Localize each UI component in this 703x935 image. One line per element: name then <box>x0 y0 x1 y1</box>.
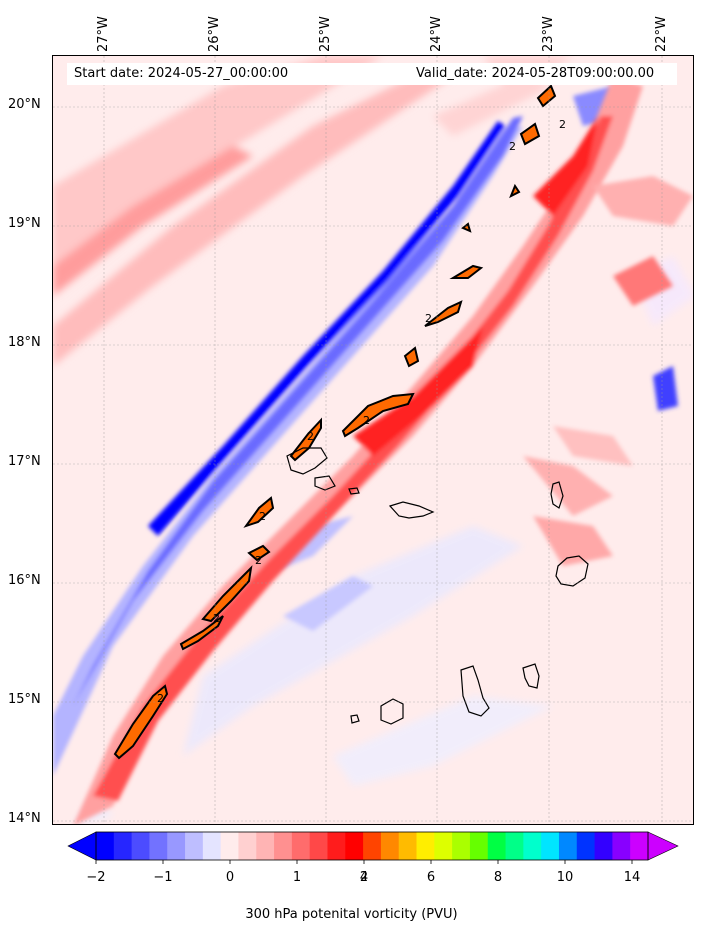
colorbar-segment <box>185 832 204 860</box>
colorbar-label: 300 hPa potenital vorticity (PVU) <box>245 907 458 922</box>
colorbar-segment <box>309 832 328 860</box>
island-boa-vista <box>555 555 589 587</box>
colorbar-tick-label: 4 <box>359 870 369 885</box>
lat-label-17n: 17°N <box>8 454 41 469</box>
contour-label: 2 <box>213 612 220 625</box>
colorbar-segment <box>167 832 186 860</box>
lat-label-18n: 18°N <box>8 335 41 350</box>
colorbar-segment <box>434 832 453 860</box>
colorbar-segment <box>96 832 115 860</box>
colorbar-segment <box>541 832 560 860</box>
colorbar-segment <box>113 832 133 860</box>
contour-label: 2 <box>363 414 370 427</box>
colorbar-segment <box>380 832 400 860</box>
pv-contour-2pvu <box>113 84 557 760</box>
contour-label: 2 <box>255 554 262 567</box>
colorbar-segment <box>345 832 364 860</box>
lat-label-15n: 15°N <box>8 692 41 707</box>
colorbar-segment <box>274 832 293 860</box>
pv-negative-band <box>53 86 678 776</box>
pv-field-map: 2 2 2 2 2 2 2 2 2 <box>53 56 693 824</box>
colorbar-tick-label: 6 <box>426 870 436 885</box>
island-santiago <box>460 665 490 717</box>
colorbar-segment <box>327 832 346 860</box>
colorbar-segment <box>238 832 257 860</box>
start-date-label: Start date: 2024-05-27_00:00:00 <box>74 66 289 81</box>
colorbar-segment <box>149 832 168 860</box>
colorbar-segment <box>291 832 311 860</box>
colorbar-segment <box>131 832 150 860</box>
colorbar-tick-label: −2 <box>86 870 106 885</box>
colorbar-tick-label: 8 <box>493 870 503 885</box>
colorbar-segment <box>398 832 418 860</box>
lon-label-23w: 23°W <box>541 16 556 52</box>
colorbar-outline <box>95 831 649 861</box>
island-fogo <box>380 698 404 725</box>
colorbar-tick-label: −1 <box>153 870 173 885</box>
lat-label-19n: 19°N <box>8 216 41 231</box>
contour-label: 2 <box>425 312 432 325</box>
map-gridlines <box>53 56 693 824</box>
island-sao-vicente <box>314 475 336 491</box>
contour-label: 2 <box>509 140 516 153</box>
island-sao-nicolau <box>388 501 435 519</box>
colorbar-segment <box>558 832 578 860</box>
contour-label: 2 <box>259 510 266 523</box>
lat-label-20n: 20°N <box>8 97 41 112</box>
island-brava <box>350 714 360 724</box>
lat-label-16n: 16°N <box>8 573 41 588</box>
island-sal <box>550 481 564 509</box>
lat-label-14n: 14°N <box>8 811 41 826</box>
colorbar-segment <box>612 832 631 860</box>
colorbar-segment <box>363 832 382 860</box>
contour-label: 2 <box>157 692 164 705</box>
header-band <box>67 63 677 85</box>
colorbar-segment <box>576 832 596 860</box>
colorbar-segment <box>630 832 649 860</box>
colorbar-segment <box>452 832 471 860</box>
colorbar-segment <box>594 832 613 860</box>
colorbar-tick-label: 2 <box>359 870 369 885</box>
contour-labels: 2 2 2 2 2 2 2 2 2 <box>157 118 566 705</box>
colorbar-segment <box>487 832 507 860</box>
colorbar-tick-label: 0 <box>225 870 235 885</box>
lon-label-24w: 24°W <box>429 16 444 52</box>
island-santo-antao <box>286 447 328 475</box>
lon-label-22w: 22°W <box>654 16 669 52</box>
lon-label-26w: 26°W <box>207 16 222 52</box>
map-panel: 2 2 2 2 2 2 2 2 2 <box>52 55 694 825</box>
pv-positive-band <box>73 76 693 824</box>
colorbar-segments <box>96 832 649 860</box>
colorbar-segment <box>416 832 435 860</box>
colorbar-segment <box>523 832 542 860</box>
colorbar-extend-high <box>647 831 679 861</box>
colorbar-segment <box>256 832 275 860</box>
valid-date-label: Valid_date: 2024-05-28T09:00:00.00 <box>416 66 655 81</box>
colorbar-tick-label: 1 <box>292 870 302 885</box>
colorbar-tick-label: 10 <box>556 870 574 885</box>
colorbar-segment <box>220 832 239 860</box>
contour-label: 2 <box>307 430 314 443</box>
colorbar-extend-low <box>67 831 97 861</box>
lon-label-25w: 25°W <box>318 16 333 52</box>
lon-label-27w: 27°W <box>96 16 111 52</box>
contour-label: 2 <box>559 118 566 131</box>
island-maio <box>522 663 540 689</box>
colorbar-segment <box>469 832 489 860</box>
colorbar-ticks <box>95 860 633 864</box>
colorbar-tick-label: 14 <box>623 870 641 885</box>
coastlines <box>286 447 589 725</box>
colorbar-segment <box>202 832 222 860</box>
island-santa-luzia <box>348 487 360 495</box>
colorbar-segment <box>505 832 524 860</box>
